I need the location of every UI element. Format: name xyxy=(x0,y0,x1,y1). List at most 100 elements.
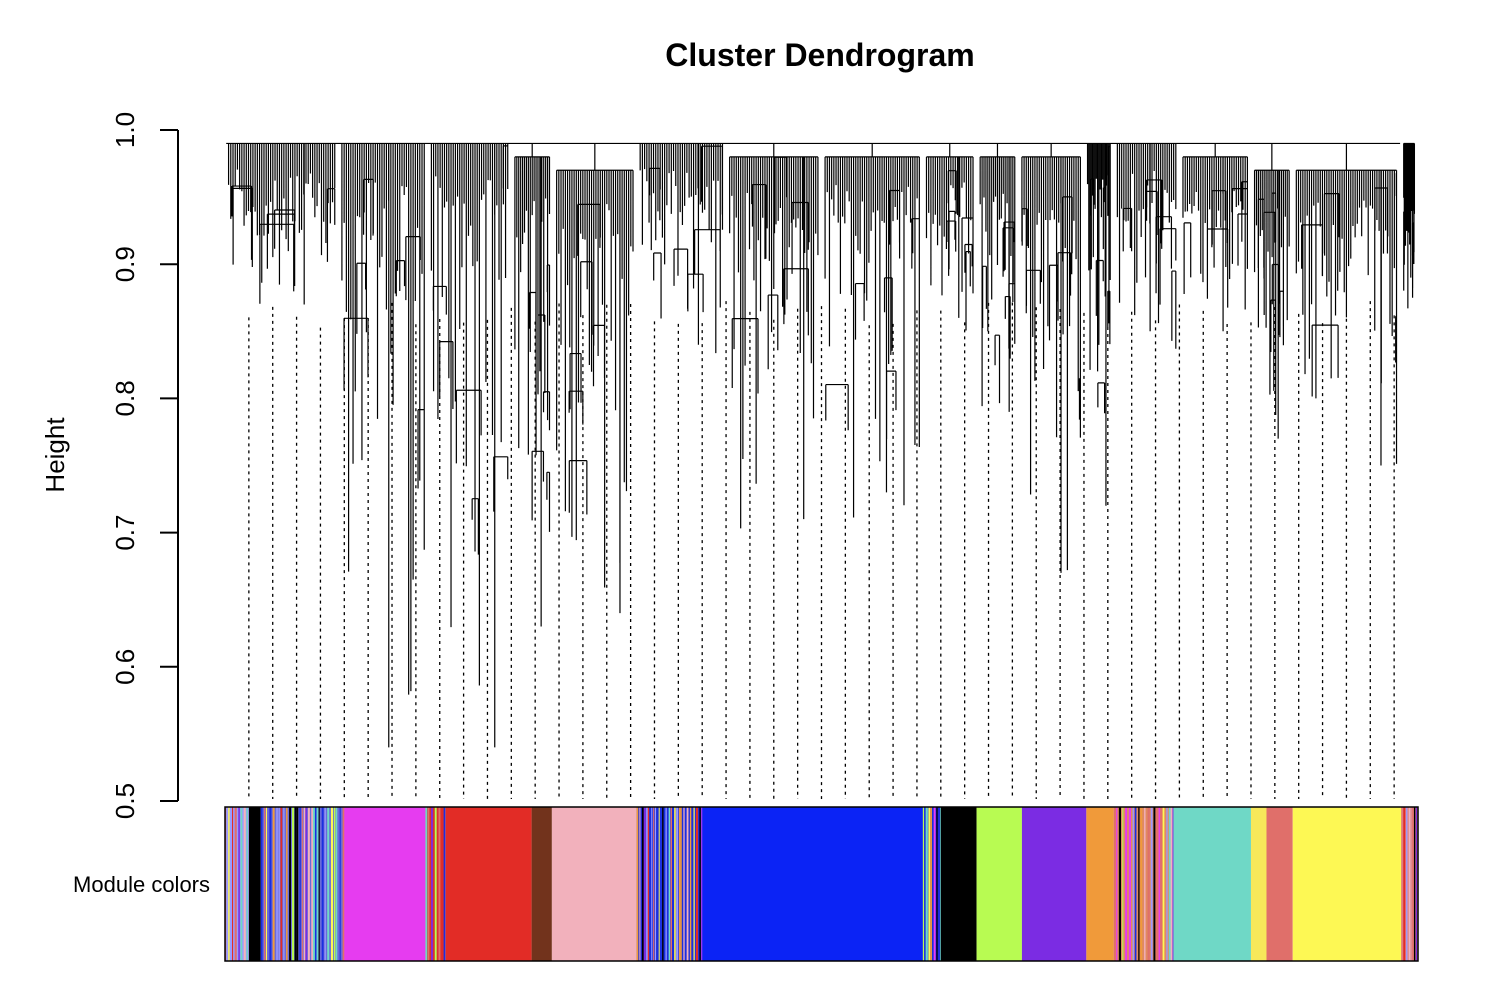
module-color-stripe xyxy=(1118,807,1122,961)
module-color-stripe xyxy=(1170,807,1173,961)
module-color-stripe xyxy=(303,807,306,961)
module-color-stripe xyxy=(246,807,248,961)
module-color-segment xyxy=(1292,807,1402,961)
module-color-stripe xyxy=(1125,807,1128,961)
module-color-stripe xyxy=(425,807,428,961)
module-color-stripe xyxy=(647,807,650,961)
y-tick-label: 0.6 xyxy=(110,649,140,685)
module-color-stripe xyxy=(695,807,699,961)
module-color-stripe xyxy=(1408,807,1411,961)
module-color-stripe xyxy=(1153,807,1156,961)
module-color-segment xyxy=(1021,807,1087,961)
module-color-stripe xyxy=(928,807,931,961)
module-color-stripe xyxy=(683,807,685,961)
module-color-stripe xyxy=(654,807,657,961)
chart-title: Cluster Dendrogram xyxy=(665,37,974,73)
module-color-stripe xyxy=(653,807,655,961)
module-color-stripe xyxy=(312,807,316,961)
module-color-stripe xyxy=(283,807,285,961)
module-color-stripe xyxy=(276,807,278,961)
module-color-stripe xyxy=(301,807,303,961)
module-color-stripe xyxy=(1156,807,1159,961)
module-color-stripe xyxy=(1116,807,1118,961)
module-color-stripe xyxy=(1413,807,1416,961)
y-tick-label: 1.0 xyxy=(110,112,140,148)
module-color-stripe xyxy=(272,807,275,961)
module-color-stripe xyxy=(330,807,334,961)
module-color-stripe xyxy=(1150,807,1153,961)
module-color-stripe xyxy=(260,807,263,961)
module-color-stripe xyxy=(441,807,443,961)
module-color-stripe xyxy=(646,807,649,961)
module-color-stripe xyxy=(1401,807,1403,961)
module-color-stripe xyxy=(269,807,272,961)
module-color-segment xyxy=(551,807,637,961)
module-color-stripe xyxy=(265,807,268,961)
y-axis: 0.5 0.6 0.7 0.8 0.9 1.0 xyxy=(110,112,179,819)
module-color-stripe xyxy=(1166,807,1168,961)
module-color-stripe xyxy=(228,807,230,961)
module-color-stripe xyxy=(1158,807,1161,961)
module-color-stripe xyxy=(305,807,308,961)
module-color-stripe xyxy=(278,807,280,961)
module-color-segment xyxy=(248,807,261,961)
module-color-stripe xyxy=(922,807,925,961)
module-color-stripe xyxy=(335,807,338,961)
module-color-stripe xyxy=(307,807,310,961)
module-color-stripe xyxy=(289,807,292,961)
module-color-stripe xyxy=(699,807,701,961)
module-color-stripe xyxy=(674,807,676,961)
module-color-stripe xyxy=(1406,807,1408,961)
module-color-segment xyxy=(1250,807,1267,961)
module-color-stripe xyxy=(643,807,646,961)
module-color-segment xyxy=(1173,807,1251,961)
module-color-stripe xyxy=(686,807,689,961)
module-color-stripe xyxy=(680,807,682,961)
module-color-stripe xyxy=(1134,807,1137,961)
module-color-stripe xyxy=(294,807,297,961)
module-color-stripe xyxy=(925,807,928,961)
module-color-stripe xyxy=(438,807,441,961)
module-color-stripe xyxy=(1132,807,1134,961)
module-color-stripe xyxy=(234,807,237,961)
module-color-stripe xyxy=(670,807,673,961)
module-color-stripe xyxy=(693,807,695,961)
module-color-segment xyxy=(702,807,923,961)
module-color-stripe xyxy=(930,807,932,961)
module-color-stripe xyxy=(651,807,653,961)
module-color-segment xyxy=(531,807,552,961)
module-color-stripe xyxy=(1172,807,1174,961)
module-color-stripe xyxy=(676,807,679,961)
module-color-stripe xyxy=(1138,807,1140,961)
module-color-stripe xyxy=(678,807,681,961)
module-color-segment xyxy=(940,807,977,961)
module-color-stripe xyxy=(311,807,314,961)
module-color-stripe xyxy=(324,807,326,961)
module-color-stripe xyxy=(339,807,341,961)
y-tick-label: 0.7 xyxy=(110,515,140,551)
module-color-stripe xyxy=(231,807,234,961)
module-color-segment xyxy=(1086,807,1114,961)
module-color-stripe xyxy=(1113,807,1116,961)
module-color-stripe xyxy=(427,807,430,961)
module-color-bar-border xyxy=(224,806,1419,962)
y-tick-label: 0.5 xyxy=(110,783,140,819)
module-color-stripe xyxy=(292,807,295,961)
module-color-segment xyxy=(225,807,249,961)
guide-lines xyxy=(248,301,1395,799)
dendrogram-tree xyxy=(226,142,1416,748)
module-color-stripe xyxy=(316,807,319,961)
module-color-stripe xyxy=(238,807,240,961)
module-color-stripe xyxy=(434,807,437,961)
module-colors-label: Module colors xyxy=(73,872,210,897)
module-color-stripe xyxy=(1415,807,1417,961)
module-color-stripe xyxy=(1412,807,1414,961)
module-color-segment xyxy=(976,807,1022,961)
module-color-segment xyxy=(1266,807,1293,961)
module-color-stripe xyxy=(264,807,266,961)
module-color-stripe xyxy=(314,807,317,961)
module-color-stripe xyxy=(280,807,283,961)
module-color-stripe xyxy=(1403,807,1406,961)
module-color-stripe xyxy=(286,807,288,961)
